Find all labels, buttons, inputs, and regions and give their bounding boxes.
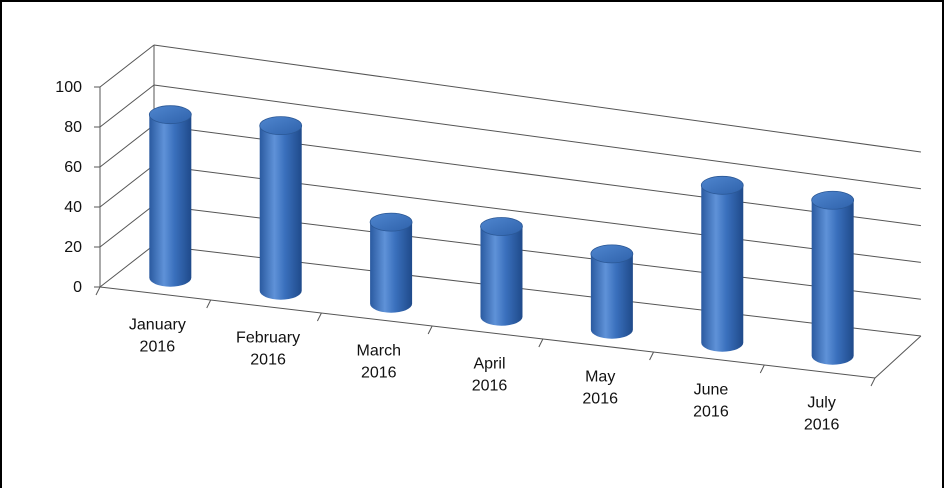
bar [259, 116, 303, 300]
bar-cap [369, 212, 413, 232]
gridline-side [99, 124, 155, 168]
y-tick-label: 0 [73, 279, 82, 296]
bar [148, 105, 192, 287]
x-tick-mark [316, 312, 322, 322]
bar-body [370, 222, 413, 313]
x-tick-mark [538, 338, 544, 348]
bar [480, 217, 523, 326]
axes [94, 45, 922, 387]
bar-cap [480, 217, 523, 236]
bar-body [811, 200, 854, 365]
bar-cap [700, 175, 744, 195]
x-tick-mark [206, 299, 212, 309]
floor-right-edge [874, 335, 922, 379]
x-tick-mark [427, 325, 433, 335]
bar-body [259, 125, 302, 300]
x-tick-label: March 2016 [357, 343, 401, 382]
x-tick-mark [759, 364, 765, 374]
bar-cap [811, 190, 855, 210]
x-tick-mark [649, 351, 655, 361]
gridline-side [99, 204, 155, 248]
bar [811, 190, 855, 365]
y-tick-label: 60 [64, 159, 82, 176]
bar [590, 244, 634, 339]
x-tick-label: January 2016 [129, 317, 186, 356]
bar-cap [259, 116, 303, 136]
gridline-side [99, 84, 155, 128]
y-tick-labels: 0 20 40 60 80 100 [55, 79, 82, 296]
bars [148, 105, 855, 365]
gridline [153, 44, 921, 153]
x-tick-mark [95, 286, 101, 296]
bar [700, 175, 744, 352]
gridline-side [99, 44, 155, 88]
x-tick-mark [870, 377, 876, 387]
bar-body [701, 185, 744, 352]
x-tick-label: June 2016 [693, 382, 729, 421]
gridline-side [99, 244, 155, 288]
y-tick-label: 80 [64, 119, 82, 136]
bar-cap [590, 244, 634, 264]
y-tick-label: 40 [64, 199, 82, 216]
x-tick-label: February 2016 [236, 330, 300, 369]
y-tick-label: 100 [55, 79, 82, 96]
bar-cap [148, 105, 192, 125]
bar [369, 212, 413, 313]
x-tick-label: July 2016 [804, 395, 840, 434]
x-tick-labels: January 2016 February 2016 March 2016 April 201… [129, 317, 840, 434]
bar-body [149, 114, 192, 287]
bar-body [480, 226, 523, 326]
bar-body [590, 253, 633, 339]
x-axis-line [99, 286, 876, 379]
gridline-side [99, 164, 155, 208]
x-tick-label: May 2016 [582, 369, 618, 408]
x-tick-label: April 2016 [472, 356, 508, 395]
gridline [153, 84, 921, 190]
y-tick-label: 20 [64, 239, 82, 256]
